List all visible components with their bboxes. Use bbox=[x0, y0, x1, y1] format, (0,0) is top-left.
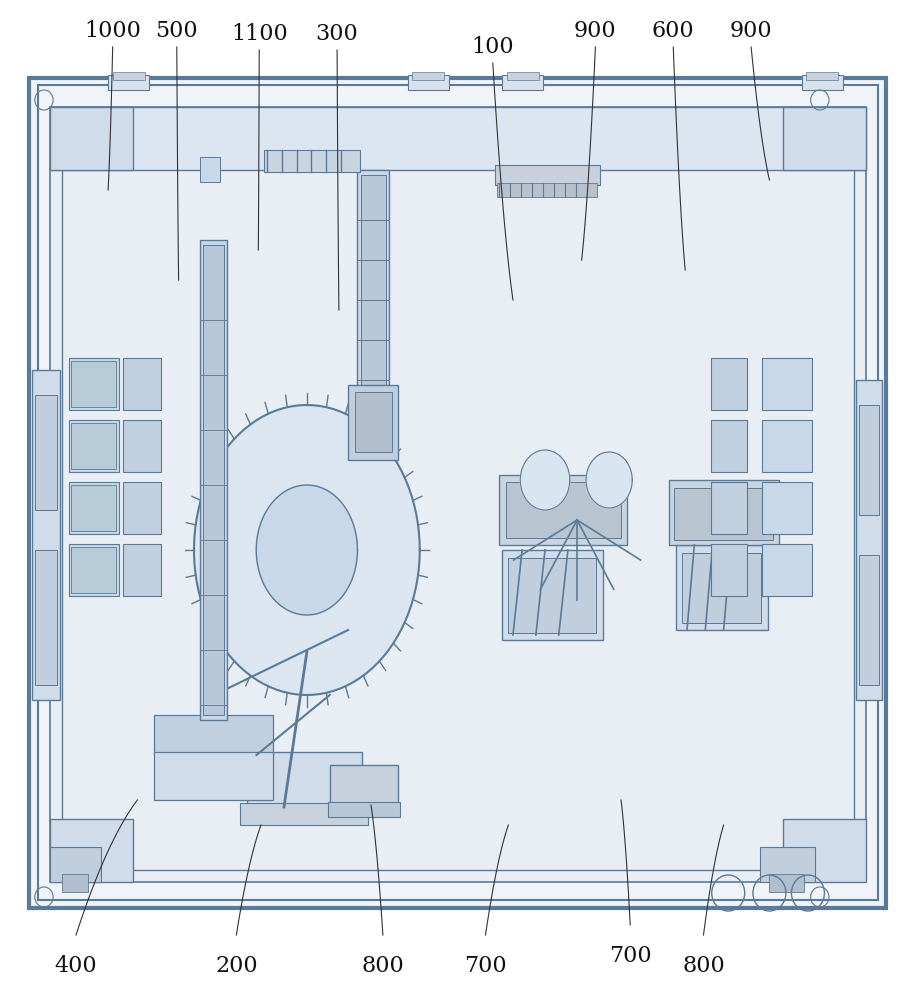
Bar bbox=[769, 874, 804, 892]
Bar bbox=[507, 72, 539, 80]
Polygon shape bbox=[520, 450, 570, 510]
Bar bbox=[113, 72, 145, 80]
Bar bbox=[361, 175, 386, 385]
Bar bbox=[35, 550, 57, 685]
Bar bbox=[247, 752, 362, 807]
Bar bbox=[154, 752, 273, 800]
Text: 300: 300 bbox=[316, 23, 358, 45]
Bar bbox=[408, 75, 449, 90]
Text: 700: 700 bbox=[464, 955, 507, 977]
Bar bbox=[674, 488, 773, 540]
Bar bbox=[682, 553, 761, 623]
Text: 400: 400 bbox=[55, 955, 97, 977]
Bar bbox=[240, 803, 368, 825]
Bar bbox=[69, 544, 119, 596]
Bar bbox=[762, 544, 812, 596]
Bar bbox=[62, 120, 854, 870]
Bar bbox=[499, 475, 627, 545]
Bar bbox=[50, 107, 866, 170]
Bar bbox=[711, 420, 747, 472]
Text: 100: 100 bbox=[472, 36, 514, 58]
Bar bbox=[783, 819, 866, 882]
Bar bbox=[35, 395, 57, 510]
Bar bbox=[200, 157, 220, 182]
Bar bbox=[108, 75, 149, 90]
Polygon shape bbox=[586, 452, 632, 508]
Bar bbox=[62, 874, 88, 892]
Bar bbox=[50, 819, 133, 882]
Text: 1100: 1100 bbox=[231, 23, 288, 45]
Bar bbox=[348, 385, 398, 460]
Bar bbox=[154, 715, 273, 755]
Bar bbox=[71, 361, 116, 407]
Bar bbox=[71, 485, 116, 531]
Bar bbox=[676, 545, 768, 630]
Bar bbox=[330, 765, 398, 805]
Bar bbox=[123, 544, 161, 596]
Text: 200: 200 bbox=[215, 955, 257, 977]
Bar bbox=[508, 558, 596, 633]
Bar bbox=[711, 358, 747, 410]
Bar bbox=[123, 420, 161, 472]
Bar bbox=[357, 170, 389, 390]
Bar bbox=[50, 107, 866, 882]
Polygon shape bbox=[256, 485, 357, 615]
Bar bbox=[762, 482, 812, 534]
Bar bbox=[412, 72, 444, 80]
Bar bbox=[32, 370, 60, 700]
Text: 900: 900 bbox=[574, 20, 616, 42]
Text: 600: 600 bbox=[652, 20, 694, 42]
Text: 1000: 1000 bbox=[84, 20, 141, 42]
Bar bbox=[355, 392, 392, 452]
Bar bbox=[123, 358, 161, 410]
Bar bbox=[495, 165, 600, 185]
Polygon shape bbox=[194, 405, 420, 695]
Bar bbox=[783, 107, 866, 170]
Bar bbox=[71, 547, 116, 593]
Bar bbox=[859, 555, 879, 685]
Bar bbox=[806, 72, 838, 80]
Bar bbox=[762, 358, 812, 410]
Bar bbox=[506, 482, 621, 538]
Bar bbox=[264, 150, 360, 172]
Text: 900: 900 bbox=[730, 20, 772, 42]
Bar bbox=[38, 85, 878, 900]
Bar bbox=[200, 240, 227, 720]
Bar bbox=[71, 423, 116, 469]
Bar bbox=[711, 544, 747, 596]
Bar bbox=[711, 482, 747, 534]
Bar bbox=[328, 802, 400, 817]
Bar bbox=[802, 75, 843, 90]
Bar bbox=[502, 550, 603, 640]
Text: 700: 700 bbox=[609, 945, 651, 967]
Bar bbox=[859, 405, 879, 515]
Bar bbox=[69, 420, 119, 472]
Text: 800: 800 bbox=[362, 955, 404, 977]
Bar bbox=[497, 183, 597, 197]
Bar bbox=[856, 380, 882, 700]
Text: 500: 500 bbox=[156, 20, 198, 42]
Bar bbox=[762, 420, 812, 472]
Bar bbox=[123, 482, 161, 534]
Bar bbox=[50, 847, 101, 882]
Bar bbox=[29, 78, 886, 908]
Bar bbox=[502, 75, 543, 90]
Bar bbox=[50, 107, 133, 170]
Bar bbox=[69, 358, 119, 410]
Bar bbox=[69, 482, 119, 534]
Text: 800: 800 bbox=[682, 955, 725, 977]
Bar bbox=[669, 480, 779, 545]
Bar bbox=[760, 847, 815, 882]
Bar bbox=[203, 245, 224, 715]
